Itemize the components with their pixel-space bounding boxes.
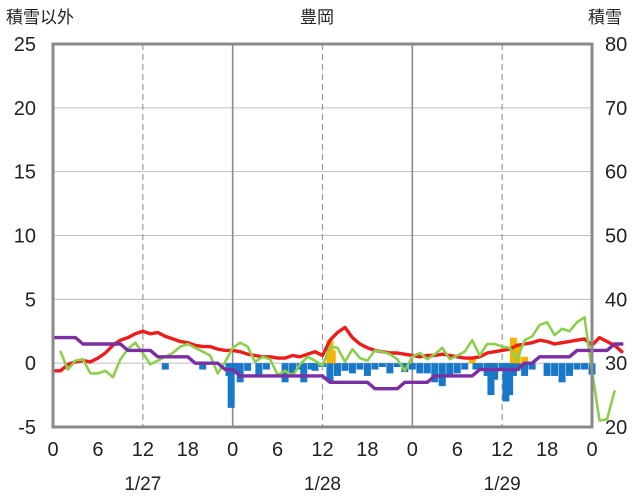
date-label: 1/27 [124, 474, 161, 495]
bar-mark [509, 337, 517, 364]
bar-mark [521, 363, 529, 376]
x-tick-label: 18 [536, 439, 558, 461]
right-tick-label: 70 [605, 98, 627, 120]
bar-mark [227, 363, 235, 408]
x-tick-label: 0 [47, 439, 58, 461]
bar-mark [416, 363, 424, 374]
bar-mark [558, 363, 566, 383]
bar-mark [326, 363, 334, 383]
right-tick-label: 30 [605, 353, 627, 375]
bar-mark [476, 363, 484, 370]
bar-mark [472, 363, 480, 370]
bar-mark [230, 363, 238, 371]
series-line-red_series [51, 325, 624, 373]
x-tick-label: 0 [407, 439, 418, 461]
bar-mark [408, 363, 416, 370]
bar-mark [453, 363, 461, 374]
bar-mark [491, 363, 499, 380]
bar-mark [244, 363, 252, 371]
bar-mark [543, 363, 551, 376]
plot-frame [51, 42, 594, 429]
x-tick-label: 6 [92, 439, 103, 461]
bar-mark [468, 356, 476, 364]
right-tick-label: 40 [605, 289, 627, 311]
left-axis-title: 積雪以外 [6, 8, 74, 27]
bar-mark [371, 363, 379, 370]
bar-mark [328, 350, 336, 364]
series-line-purple_series [51, 335, 624, 391]
bar-mark [386, 363, 394, 374]
bar-mark [581, 363, 589, 370]
date-label: 1/29 [484, 474, 521, 495]
left-tick-label: 0 [25, 353, 36, 375]
bar-mark [281, 363, 289, 383]
bar-mark [300, 363, 308, 383]
x-tick-label: 0 [227, 439, 238, 461]
bar-mark [502, 363, 510, 402]
bar-mark [446, 363, 454, 376]
bar-mark [356, 363, 364, 370]
left-tick-label: 25 [14, 34, 36, 56]
date-label: 1/28 [304, 474, 341, 495]
bar-mark [199, 363, 207, 370]
bar-mark [521, 356, 529, 364]
left-tick-label: 20 [14, 98, 36, 120]
left-tick-label: 10 [14, 226, 36, 248]
chart-title: 豊岡 [300, 8, 334, 27]
right-tick-label: 20 [605, 417, 627, 439]
bar-mark [461, 363, 469, 370]
bar-mark [363, 363, 371, 376]
bar-mark [255, 363, 263, 375]
left-tick-label: 5 [25, 289, 36, 311]
series-line-green_series [59, 315, 616, 422]
bar-mark [513, 363, 521, 371]
bar-mark [262, 363, 270, 370]
x-tick-label: 12 [132, 439, 154, 461]
bar-mark [348, 363, 356, 374]
bar-mark [566, 363, 574, 376]
bar-mark [378, 363, 386, 367]
right-tick-label: 80 [605, 34, 627, 56]
bar-mark [506, 363, 514, 396]
bar-mark [333, 363, 341, 376]
bar-mark [528, 363, 536, 370]
right-tick-label: 50 [605, 226, 627, 248]
bar-mark [401, 363, 409, 373]
x-tick-label: 6 [452, 439, 463, 461]
bar-mark [393, 363, 401, 367]
bar-mark [423, 363, 431, 374]
left-tick-label: 15 [14, 162, 36, 184]
bar-mark [431, 363, 439, 383]
x-tick-label: 0 [586, 439, 597, 461]
x-tick-label: 18 [356, 439, 378, 461]
right-axis-title: 積雪 [588, 8, 622, 27]
bar-mark [236, 363, 244, 383]
bar-mark [551, 363, 559, 376]
bar-mark [161, 363, 169, 370]
right-tick-label: 60 [605, 162, 627, 184]
bar-mark [487, 363, 495, 396]
bar-mark [498, 363, 506, 370]
bar-mark [289, 363, 297, 374]
bar-mark [573, 363, 581, 370]
x-tick-label: 12 [311, 439, 333, 461]
x-tick-label: 6 [272, 439, 283, 461]
bar-mark [341, 363, 349, 371]
bar-layer [161, 337, 596, 408]
left-tick-label: -5 [18, 417, 36, 439]
bar-mark [311, 363, 319, 371]
line-layer [51, 315, 624, 422]
bar-mark [307, 363, 315, 370]
x-tick-label: 18 [177, 439, 199, 461]
x-tick-label: 12 [491, 439, 513, 461]
bar-mark [513, 345, 521, 364]
